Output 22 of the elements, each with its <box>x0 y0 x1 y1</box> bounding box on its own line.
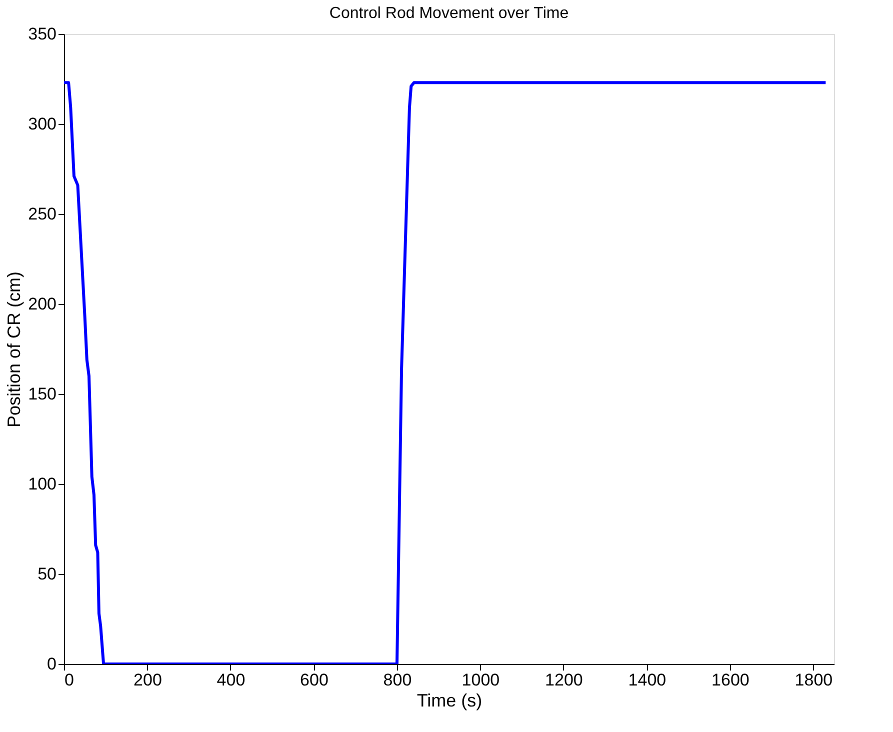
chart-title: Control Rod Movement over Time <box>329 5 569 22</box>
y-tick-label: 100 <box>28 474 56 494</box>
x-tick-label: 600 <box>300 670 328 690</box>
line-series <box>64 81 828 664</box>
y-tick-label: 0 <box>47 654 56 674</box>
y-tick-label: 250 <box>28 204 56 224</box>
y-tick-label: 200 <box>28 294 56 314</box>
y-axis-title: Position of CR (cm) <box>4 271 24 428</box>
y-tick-label: 50 <box>38 564 56 584</box>
x-tick-label: 800 <box>383 670 412 690</box>
x-tick-label: 1600 <box>712 670 750 690</box>
y-tick-label: 300 <box>28 114 56 134</box>
x-tick-label: 1800 <box>794 670 833 690</box>
x-tick-label: 200 <box>134 670 162 690</box>
y-tick-label: 150 <box>28 384 56 404</box>
x-tick-label: 1000 <box>462 670 500 690</box>
x-tick-label: 400 <box>216 670 246 690</box>
x-axis-title: Time (s) <box>416 690 482 710</box>
x-tick-label: 1200 <box>545 670 583 690</box>
y-tick-label: 350 <box>28 24 56 44</box>
x-tick-label: 1400 <box>628 670 666 690</box>
x-tick-label: 0 <box>64 670 74 690</box>
